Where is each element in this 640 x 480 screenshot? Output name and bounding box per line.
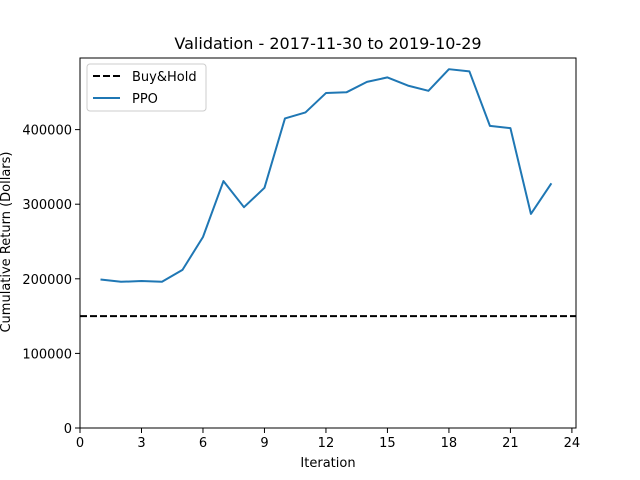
legend-label: Buy&Hold <box>132 70 197 85</box>
plot-frame <box>79 57 577 429</box>
chart-title: Validation - 2017-11-30 to 2019-10-29 <box>174 34 481 53</box>
series-line-ppo <box>100 68 553 283</box>
x-axis: 0 3 6 9 12 15 18 21 24 <box>76 428 580 451</box>
y-tick-label: 0 <box>64 422 72 437</box>
y-tick-label: 300000 <box>22 198 72 213</box>
x-tick-label: 9 <box>260 436 268 451</box>
x-tick-label: 24 <box>564 436 581 451</box>
x-tick-label: 18 <box>441 436 458 451</box>
x-tick-label: 21 <box>502 436 519 451</box>
x-tick-label: 6 <box>199 436 207 451</box>
x-tick-label: 15 <box>379 436 396 451</box>
x-tick-label: 0 <box>76 436 84 451</box>
y-tick-label: 100000 <box>22 347 72 362</box>
x-tick-label: 12 <box>318 436 335 451</box>
x-tick-label: 3 <box>137 436 145 451</box>
y-axis: 0 100000 200000 300000 400000 <box>22 124 80 437</box>
legend-label: PPO <box>132 92 158 107</box>
y-axis-label: Cumulative Return (Dollars) <box>0 151 14 332</box>
legend: Buy&Hold PPO <box>86 63 207 112</box>
plot-area <box>79 57 577 429</box>
x-axis-label: Iteration <box>300 456 355 471</box>
y-tick-label: 200000 <box>22 273 72 288</box>
y-tick-label: 400000 <box>22 124 72 139</box>
